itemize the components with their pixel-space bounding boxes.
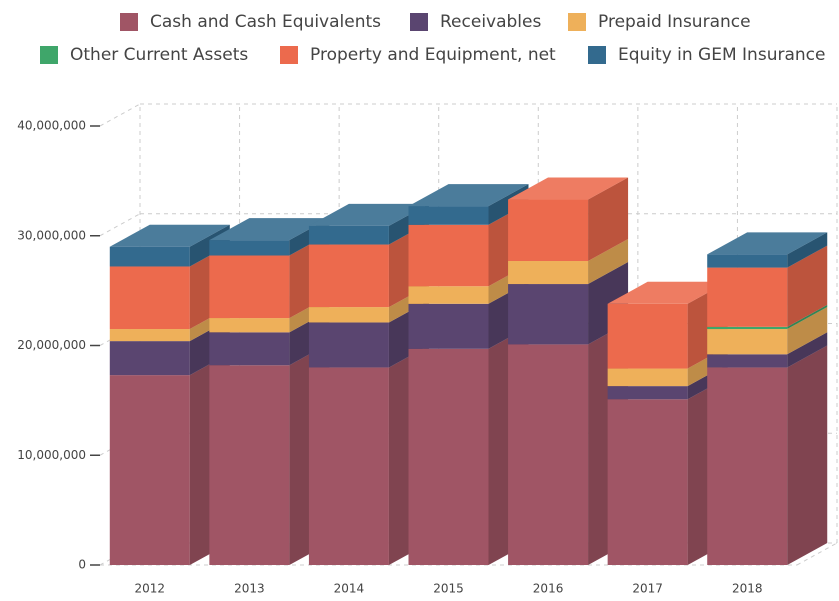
bar-segment [707,329,788,355]
bar-segment [707,254,788,268]
legend-swatch [280,46,298,64]
bar-side-shade [787,332,828,368]
bar-side-shade [588,238,629,285]
bar-top [308,203,429,226]
bar-segment [707,367,788,565]
y-tick-label: 10,000,000 [17,448,86,462]
bar-segment [109,375,190,565]
bar-side [787,332,828,368]
bar-segment [109,266,190,330]
bar-segment [508,344,589,565]
x-tick-label: 2018 [732,582,763,596]
bar-top [607,281,728,304]
bar-side-shade [787,304,828,330]
bar-side [787,345,828,565]
y-tick-label: 0 [78,558,86,572]
bar-segment [109,246,190,267]
bar-segment [109,341,190,376]
bar-top-shade [209,218,330,241]
bar-segment [209,318,290,333]
bar-segment [508,199,589,261]
x-tick-label: 2013 [234,582,265,596]
bar-segment [308,322,389,368]
bar-side [787,245,828,327]
bar-segment [707,354,788,368]
bar-segment [308,307,389,323]
y-tick-label: 30,000,000 [17,228,86,242]
bar-side [588,238,629,285]
bar-segment [508,284,589,345]
grid-line-diagonal [99,103,141,127]
bar-segment [408,206,489,225]
bar-top-shade [408,184,529,207]
bar-segment [109,329,190,342]
bar-segment [408,224,489,287]
x-tick-label: 2017 [632,582,663,596]
y-tick-label: 40,000,000 [17,119,86,133]
x-tick-label: 2014 [334,582,365,596]
y-tick-label: 20,000,000 [17,338,86,352]
bar-segment [607,386,688,400]
bar-top [109,224,230,247]
bar-side-shade [787,307,828,355]
legend-label: Receivables [440,12,541,32]
bar-segment [209,240,290,256]
bar-side-shade [787,245,828,327]
bar-segment [209,255,290,319]
bar-top [707,232,828,255]
grid-line-diagonal [99,213,141,237]
bar-segment [607,399,688,565]
bar-top [408,184,529,207]
bar-segment [707,326,788,330]
bar-segment [607,303,688,369]
bar-segment [209,332,290,366]
bar-segment [408,286,489,304]
bar-top-shade [109,224,230,247]
legend-swatch [410,13,428,31]
legend-label: Cash and Cash Equivalents [150,12,381,32]
bar-side-shade [787,232,828,268]
bar-top-shade [607,281,728,304]
legend-label: Other Current Assets [70,45,248,65]
legend-swatch [588,46,606,64]
bar-top-shade [508,177,629,200]
bar-top [508,177,629,200]
x-tick-label: 2015 [433,582,464,596]
bar-segment [408,348,489,565]
bar-segment [607,368,688,387]
x-tick-label: 2012 [135,582,166,596]
bar-side [787,304,828,330]
bar-side-shade [787,345,828,565]
bar-side-shade [588,177,629,261]
bar-top-shade [308,203,429,226]
bar-segment [308,367,389,565]
bar-segment [408,303,489,349]
bar-side [787,307,828,355]
x-tick-label: 2016 [533,582,564,596]
bar-segment [308,225,389,245]
legend-swatch [40,46,58,64]
bar-segment [209,365,290,565]
bar-side [588,177,629,261]
bar-segment [707,267,788,327]
bar-top [209,218,330,241]
legend-swatch [120,13,138,31]
bar-side [787,232,828,268]
bar-segment [508,260,589,285]
bar-top-shade [707,232,828,255]
bar-segment [308,244,389,308]
legend-label: Equity in GEM Insurance [618,45,825,65]
legend-label: Prepaid Insurance [598,12,751,32]
legend-label: Property and Equipment, net [310,45,556,65]
legend-swatch [568,13,586,31]
